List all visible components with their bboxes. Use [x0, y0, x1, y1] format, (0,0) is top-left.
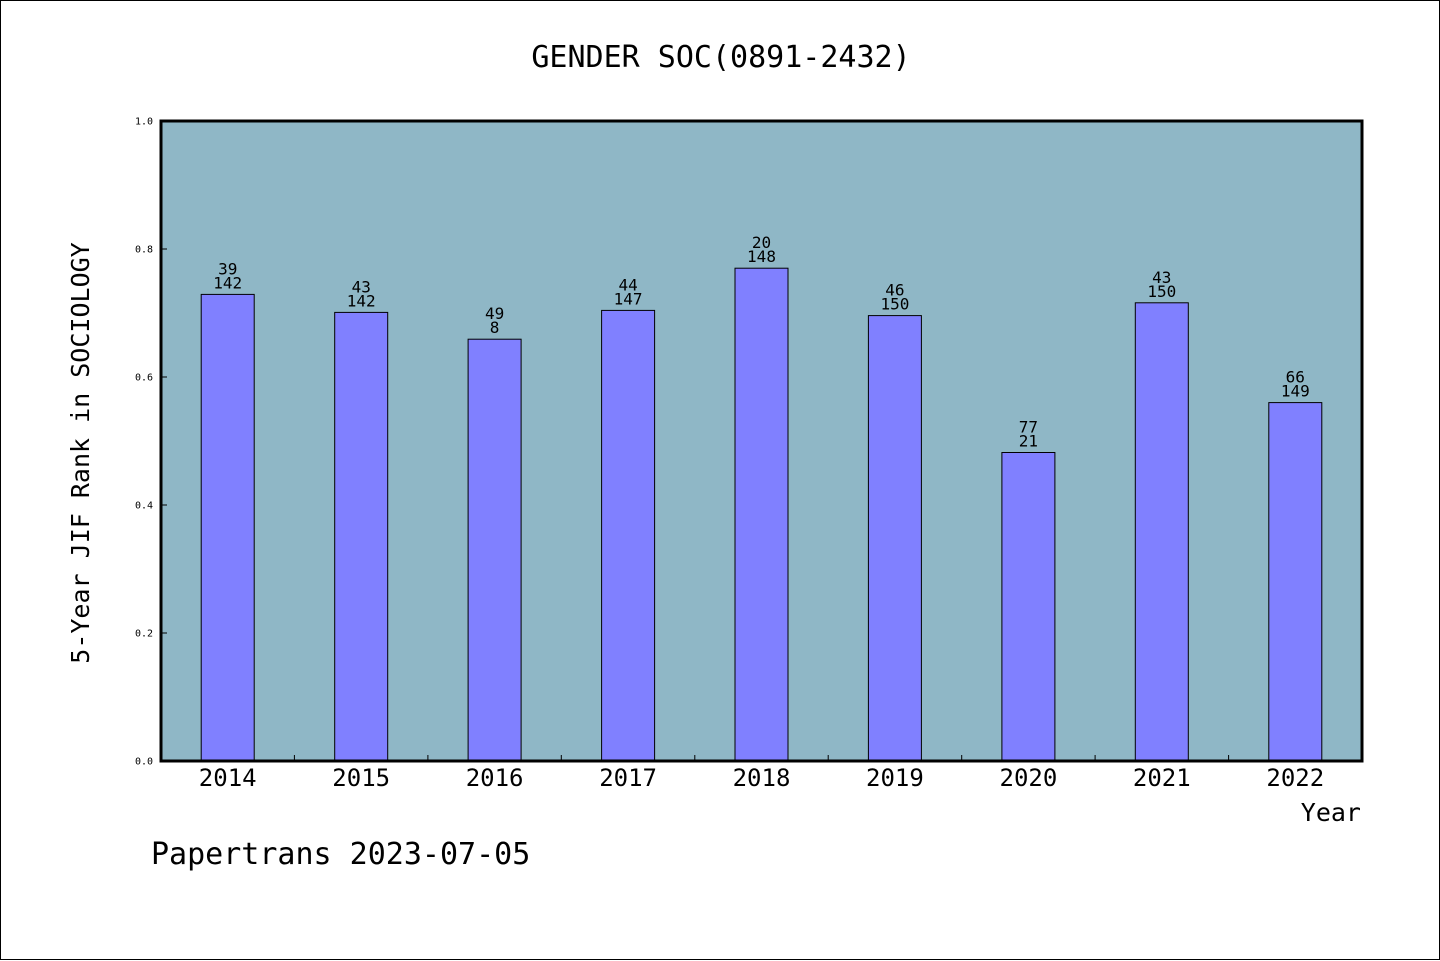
- x-axis: 2014 2015 2016 2017 2018 2019 2020 2021 2022: [199, 755, 1324, 792]
- x-tick-label-2015: 2015: [332, 764, 390, 792]
- x-tick-label-2020: 2020: [1000, 764, 1058, 792]
- bar-label-total-2016: 8: [490, 318, 500, 337]
- x-tick-label-2018: 2018: [733, 764, 791, 792]
- x-tick-label-2016: 2016: [466, 764, 524, 792]
- bar-label-rank-2014: 39: [218, 259, 237, 278]
- y-tick-label-0.6: 0.6: [135, 373, 153, 384]
- y-tick-label-0.0: 0.0: [135, 757, 153, 768]
- chart-title: GENDER SOC(0891-2432): [531, 40, 910, 75]
- bar-label-total-2017: 147: [614, 289, 643, 308]
- bar-label-rank-2016: 49: [485, 304, 504, 323]
- bars-group: [200, 267, 1323, 762]
- bar-label-total-2021: 150: [1147, 282, 1176, 301]
- x-tick-label-2022: 2022: [1266, 764, 1324, 792]
- bar-2019: [867, 315, 922, 762]
- footer-credit: Papertrans 2023-07-05: [151, 837, 530, 872]
- bar-label-rank-2017: 44: [618, 275, 637, 294]
- bar-label-rank-2015: 43: [352, 277, 371, 296]
- y-axis-label: 5-Year JIF Rank in SOCIOLOGY: [66, 242, 95, 663]
- bar-2014: [200, 293, 255, 762]
- bar-label-rank-2021: 43: [1152, 268, 1171, 287]
- bar-label-total-2019: 150: [880, 295, 909, 314]
- bar-2020: [1001, 452, 1056, 762]
- bar-2017: [601, 309, 656, 762]
- y-tick-label-0.2: 0.2: [135, 629, 153, 640]
- y-tick-label-1.0: 1.0: [135, 117, 153, 128]
- bar-label-total-2015: 142: [347, 291, 376, 310]
- y-tick-label-0.4: 0.4: [135, 501, 153, 512]
- plot-border: [159, 119, 1364, 763]
- bar-label-rank-2018: 20: [752, 233, 771, 252]
- x-tick-label-2021: 2021: [1133, 764, 1191, 792]
- bar-label-rank-2019: 46: [885, 281, 904, 300]
- bar-label-total-2022: 149: [1281, 382, 1310, 401]
- y-tick-label-0.8: 0.8: [135, 245, 153, 256]
- x-tick-label-2019: 2019: [866, 764, 924, 792]
- bar-2018: [734, 267, 789, 762]
- bar-label-total-2020: 21: [1019, 432, 1038, 451]
- bar-2016: [467, 338, 522, 762]
- bar-label-total-2014: 142: [213, 273, 242, 292]
- bar-label-total-2018: 148: [747, 247, 776, 266]
- bar-2021: [1134, 302, 1189, 762]
- x-tick-label-2014: 2014: [199, 764, 257, 792]
- x-axis-label: Year: [1301, 798, 1361, 827]
- x-tick-label-2017: 2017: [599, 764, 657, 792]
- bar-label-rank-2020: 77: [1019, 418, 1038, 437]
- bar-label-rank-2022: 66: [1286, 368, 1305, 387]
- bar-2015: [334, 311, 389, 762]
- bar-2022: [1268, 402, 1323, 762]
